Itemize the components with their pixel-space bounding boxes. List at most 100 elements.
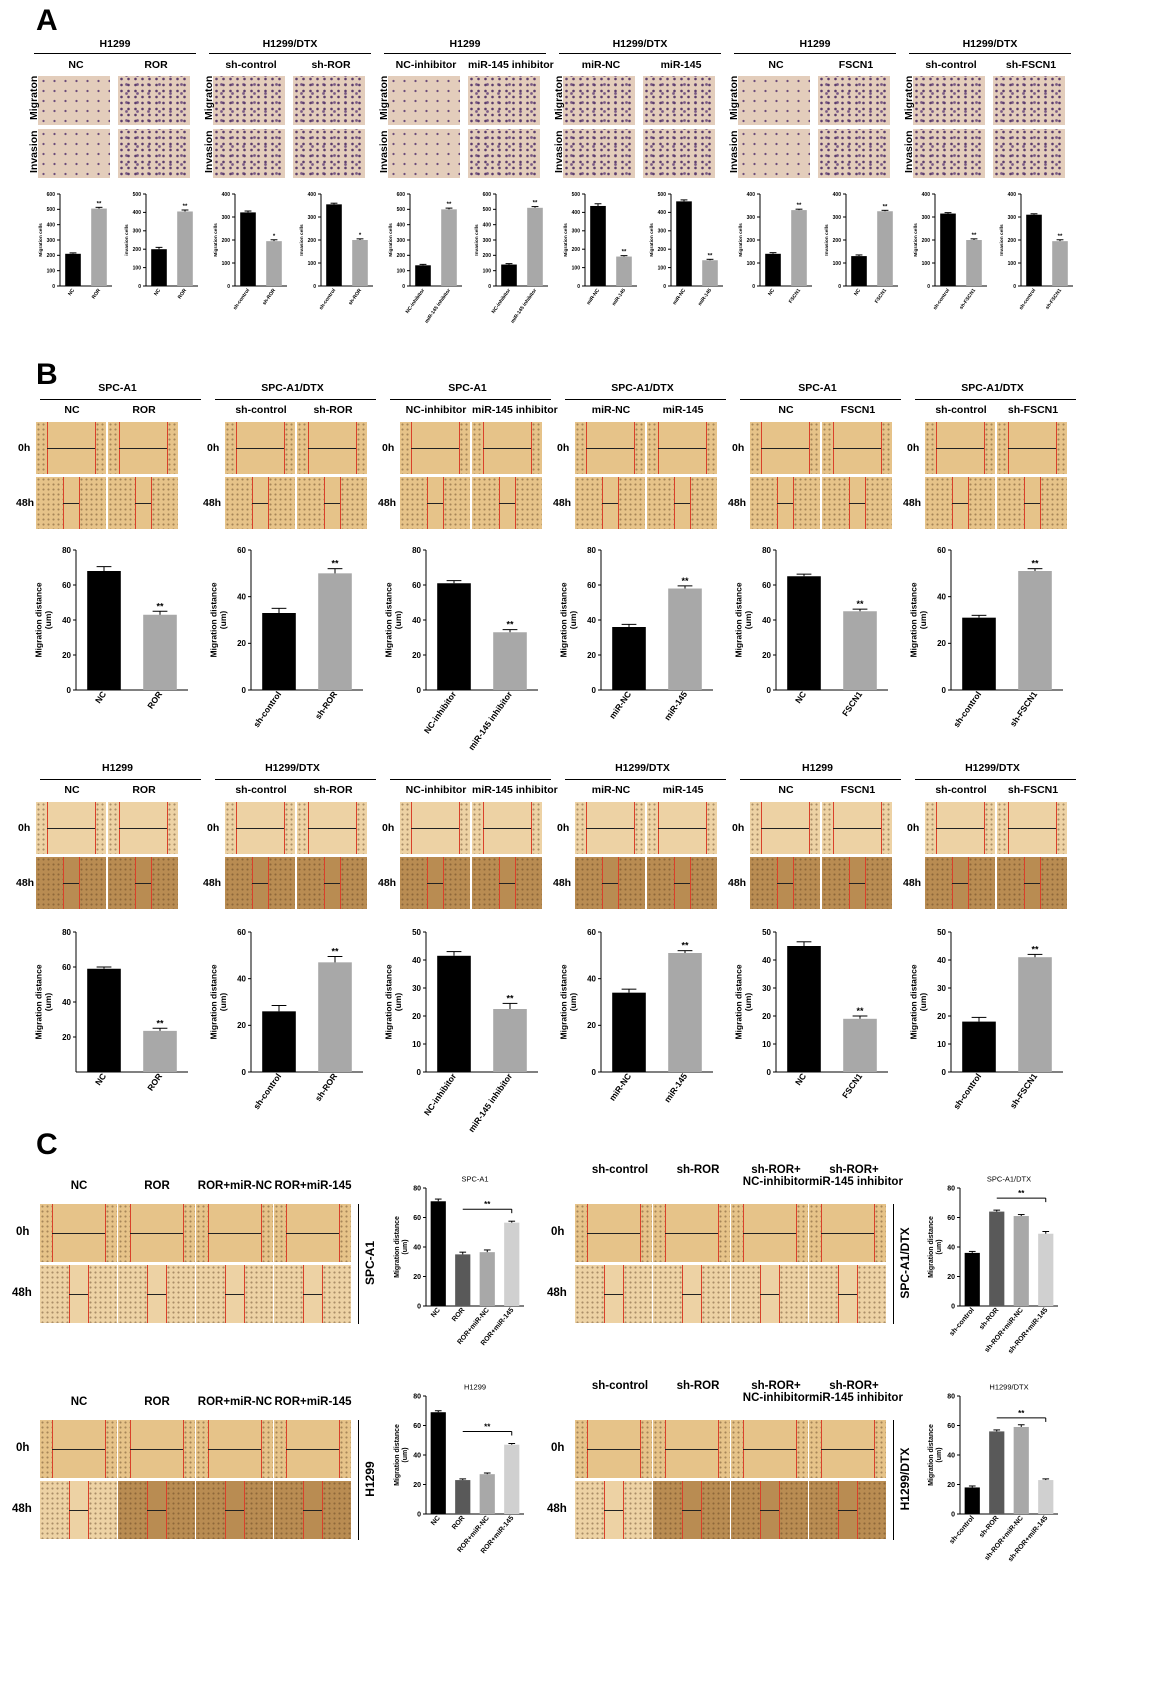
- wound-width-line: [821, 1449, 874, 1450]
- group-title: SPC-A1: [448, 382, 487, 394]
- x-tick-label: ROR: [145, 689, 164, 710]
- row-label-48h: 48h: [12, 1503, 32, 1515]
- y-tick-label: 20: [62, 1033, 71, 1042]
- x-tick-label: sh-FSCN1: [959, 288, 978, 311]
- y-axis-label: Migration distance(um): [908, 582, 928, 657]
- invasion-image: [818, 129, 890, 178]
- y-tick-label: 40: [412, 616, 421, 625]
- bar-nc-inhibitor: [501, 264, 517, 286]
- cell-layer-right: [717, 1420, 730, 1478]
- cell-layer-right: [717, 1204, 730, 1262]
- cell-layer-right: [639, 1420, 652, 1478]
- y-tick-label: 0: [242, 686, 247, 695]
- cell-layer-right: [260, 1420, 273, 1478]
- bar-nc-inhibitor: [437, 583, 471, 690]
- wound-edge-right: [79, 477, 81, 529]
- scratch-image-0h: [822, 802, 892, 854]
- y-axis-label: Migration distance(um): [558, 582, 578, 657]
- wound-edge-right: [856, 1265, 858, 1323]
- cell-layer-left: [274, 1265, 304, 1323]
- cell-layer-right: [182, 1204, 195, 1262]
- row-label-48h: 48h: [903, 497, 922, 509]
- column-label: sh-ROR: [311, 59, 351, 71]
- y-axis-label: Migration distance(um): [208, 964, 228, 1039]
- migration-image: [38, 76, 110, 125]
- panel-label-a: A: [36, 4, 58, 37]
- x-tick-label: FSCN1: [874, 288, 888, 305]
- wound-edge-right: [778, 1265, 780, 1323]
- column-label: ROR+miR-145: [274, 1180, 352, 1192]
- cell-layer-left: [225, 802, 237, 854]
- group-title: SPC-A1/DTX: [611, 382, 674, 394]
- y-tick-label: 300: [922, 215, 931, 221]
- bar-chart-b12: 0 10 20 30 40 50 Migration distance(um) sh-cont…: [908, 928, 1063, 1111]
- cell-layer-left: [575, 422, 587, 474]
- panel-b-group: H1299/DTX sh-control sh-ROR: [205, 758, 380, 913]
- x-tick-label: NC-inhibitor: [422, 1071, 459, 1118]
- column-label: sh-FSCN1: [1007, 784, 1059, 796]
- y-tick-label: 20: [762, 651, 771, 660]
- bar-nc: [851, 256, 867, 286]
- bar-chart-a9: 0 100 200 300 400 Migration cells NC ** FSCN1: [738, 192, 812, 305]
- cell-layer-left: [575, 1481, 605, 1539]
- x-tick-label: miR-145: [611, 288, 627, 308]
- cell-layer-left: [809, 1204, 822, 1262]
- wound-width-line: [69, 1510, 88, 1511]
- wound-width-line: [286, 1449, 339, 1450]
- bar-mir-145: [668, 588, 702, 690]
- scratch-image-0h: [400, 422, 470, 474]
- cell-layer-right: [983, 422, 995, 474]
- wound-width-line: [303, 1294, 322, 1295]
- bar-fscn1: [877, 211, 893, 286]
- cell-layer-right: [983, 802, 995, 854]
- wound-width-line: [134, 883, 152, 884]
- significance-mark: **: [506, 620, 514, 630]
- y-tick-label: 400: [133, 210, 142, 216]
- wound-width-line: [62, 503, 80, 504]
- scratch-image-0h: [750, 422, 820, 474]
- y-tick-label: 0: [227, 284, 230, 290]
- y-tick-label: 60: [62, 963, 71, 972]
- row-label-migration: Migraton: [553, 75, 565, 120]
- cell-layer-left: [36, 477, 63, 529]
- x-tick-label: NC-inhibitor: [422, 689, 459, 736]
- wound-edge-right: [690, 857, 692, 909]
- wound-edge-right: [808, 422, 810, 474]
- column-label: miR-145 inhibitor: [472, 404, 558, 416]
- scratch-image-48h: [809, 1265, 886, 1323]
- cell-layer-left: [575, 1420, 588, 1478]
- bar-mir-145-inhibitor: [493, 1009, 527, 1072]
- invasion-image: [118, 129, 190, 178]
- x-tick-label: FSCN1: [788, 288, 802, 305]
- wound-width-line: [236, 828, 284, 829]
- bar-sh-ror: [318, 962, 352, 1072]
- wound-width-line: [130, 1233, 183, 1234]
- wound-width-line: [130, 1449, 183, 1450]
- x-tick-label: ROR: [451, 1307, 466, 1323]
- bar-fscn1: [843, 1018, 877, 1072]
- y-tick-label: 10: [937, 1040, 946, 1049]
- cell-layer-right: [633, 422, 645, 474]
- wound-width-line: [483, 828, 531, 829]
- significance-mark: **: [484, 1200, 491, 1209]
- x-tick-label: NC-inhibitor: [405, 288, 427, 315]
- wound-edge-right: [778, 1481, 780, 1539]
- y-tick-label: 100: [483, 268, 492, 274]
- bar-chart-b5: 0 20 40 60 80 Migration distance(um) NC ** FSCN1: [733, 546, 888, 718]
- wound-width-line: [426, 503, 444, 504]
- scratch-image-48h: [822, 477, 892, 529]
- x-tick-label: NC: [153, 287, 162, 297]
- wound-width-line: [498, 883, 516, 884]
- bar-sh-control: [962, 1021, 996, 1072]
- y-tick-label: 60: [413, 1215, 421, 1222]
- bar-chart-a4: 0 100 200 300 400 Invasion cells sh-control * sh…: [299, 192, 373, 311]
- panel-a-group: H1299/DTX sh-control sh-FSCN1: [905, 36, 1075, 186]
- row-label-48h: 48h: [203, 497, 222, 509]
- scratch-image-48h: [809, 1481, 886, 1539]
- y-tick-label: 80: [413, 1185, 421, 1192]
- y-tick-label: 0: [417, 686, 422, 695]
- cell-layer-left: [472, 802, 484, 854]
- bar-chart-a11: 0 100 200 300 400 Migration cells sh-control **…: [913, 192, 987, 311]
- scratch-image-0h: [750, 802, 820, 854]
- migration-image: [643, 76, 715, 125]
